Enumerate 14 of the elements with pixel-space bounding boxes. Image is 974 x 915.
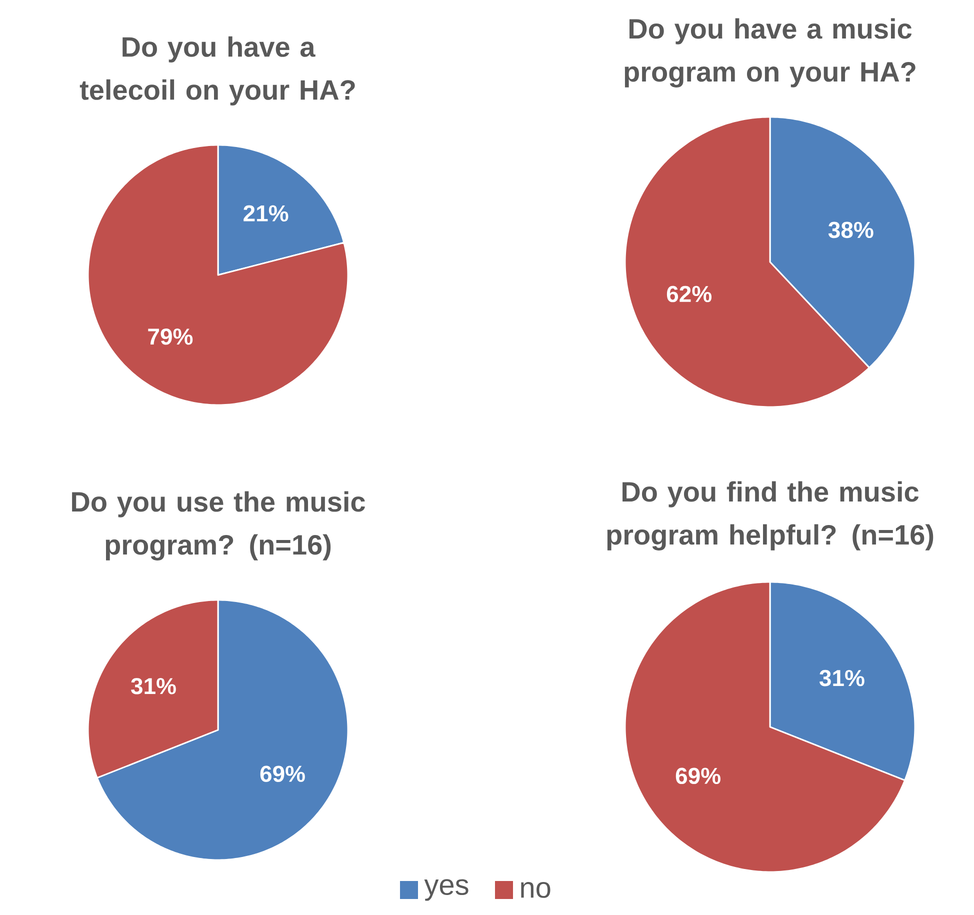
chart-title: Do you use the music program? (n=16) [72, 491, 365, 560]
chart-title: Do you have a telecoil on your HA? [80, 36, 355, 106]
data-label: 62% [666, 286, 712, 302]
data-label: 69% [260, 766, 305, 782]
data-label: 69% [676, 768, 720, 784]
legend-label: no [521, 882, 550, 898]
chart-title: Do you have a music program on your HA? [624, 18, 916, 88]
data-label: 31% [131, 678, 176, 694]
chart-title: Do you find the music program helpful? (n=16) [607, 481, 934, 550]
data-label: 38% [828, 222, 874, 238]
data-label: 79% [148, 328, 193, 345]
data-label: 21% [244, 205, 288, 222]
legend-label: yes [424, 879, 468, 901]
data-label: 31% [819, 670, 864, 686]
